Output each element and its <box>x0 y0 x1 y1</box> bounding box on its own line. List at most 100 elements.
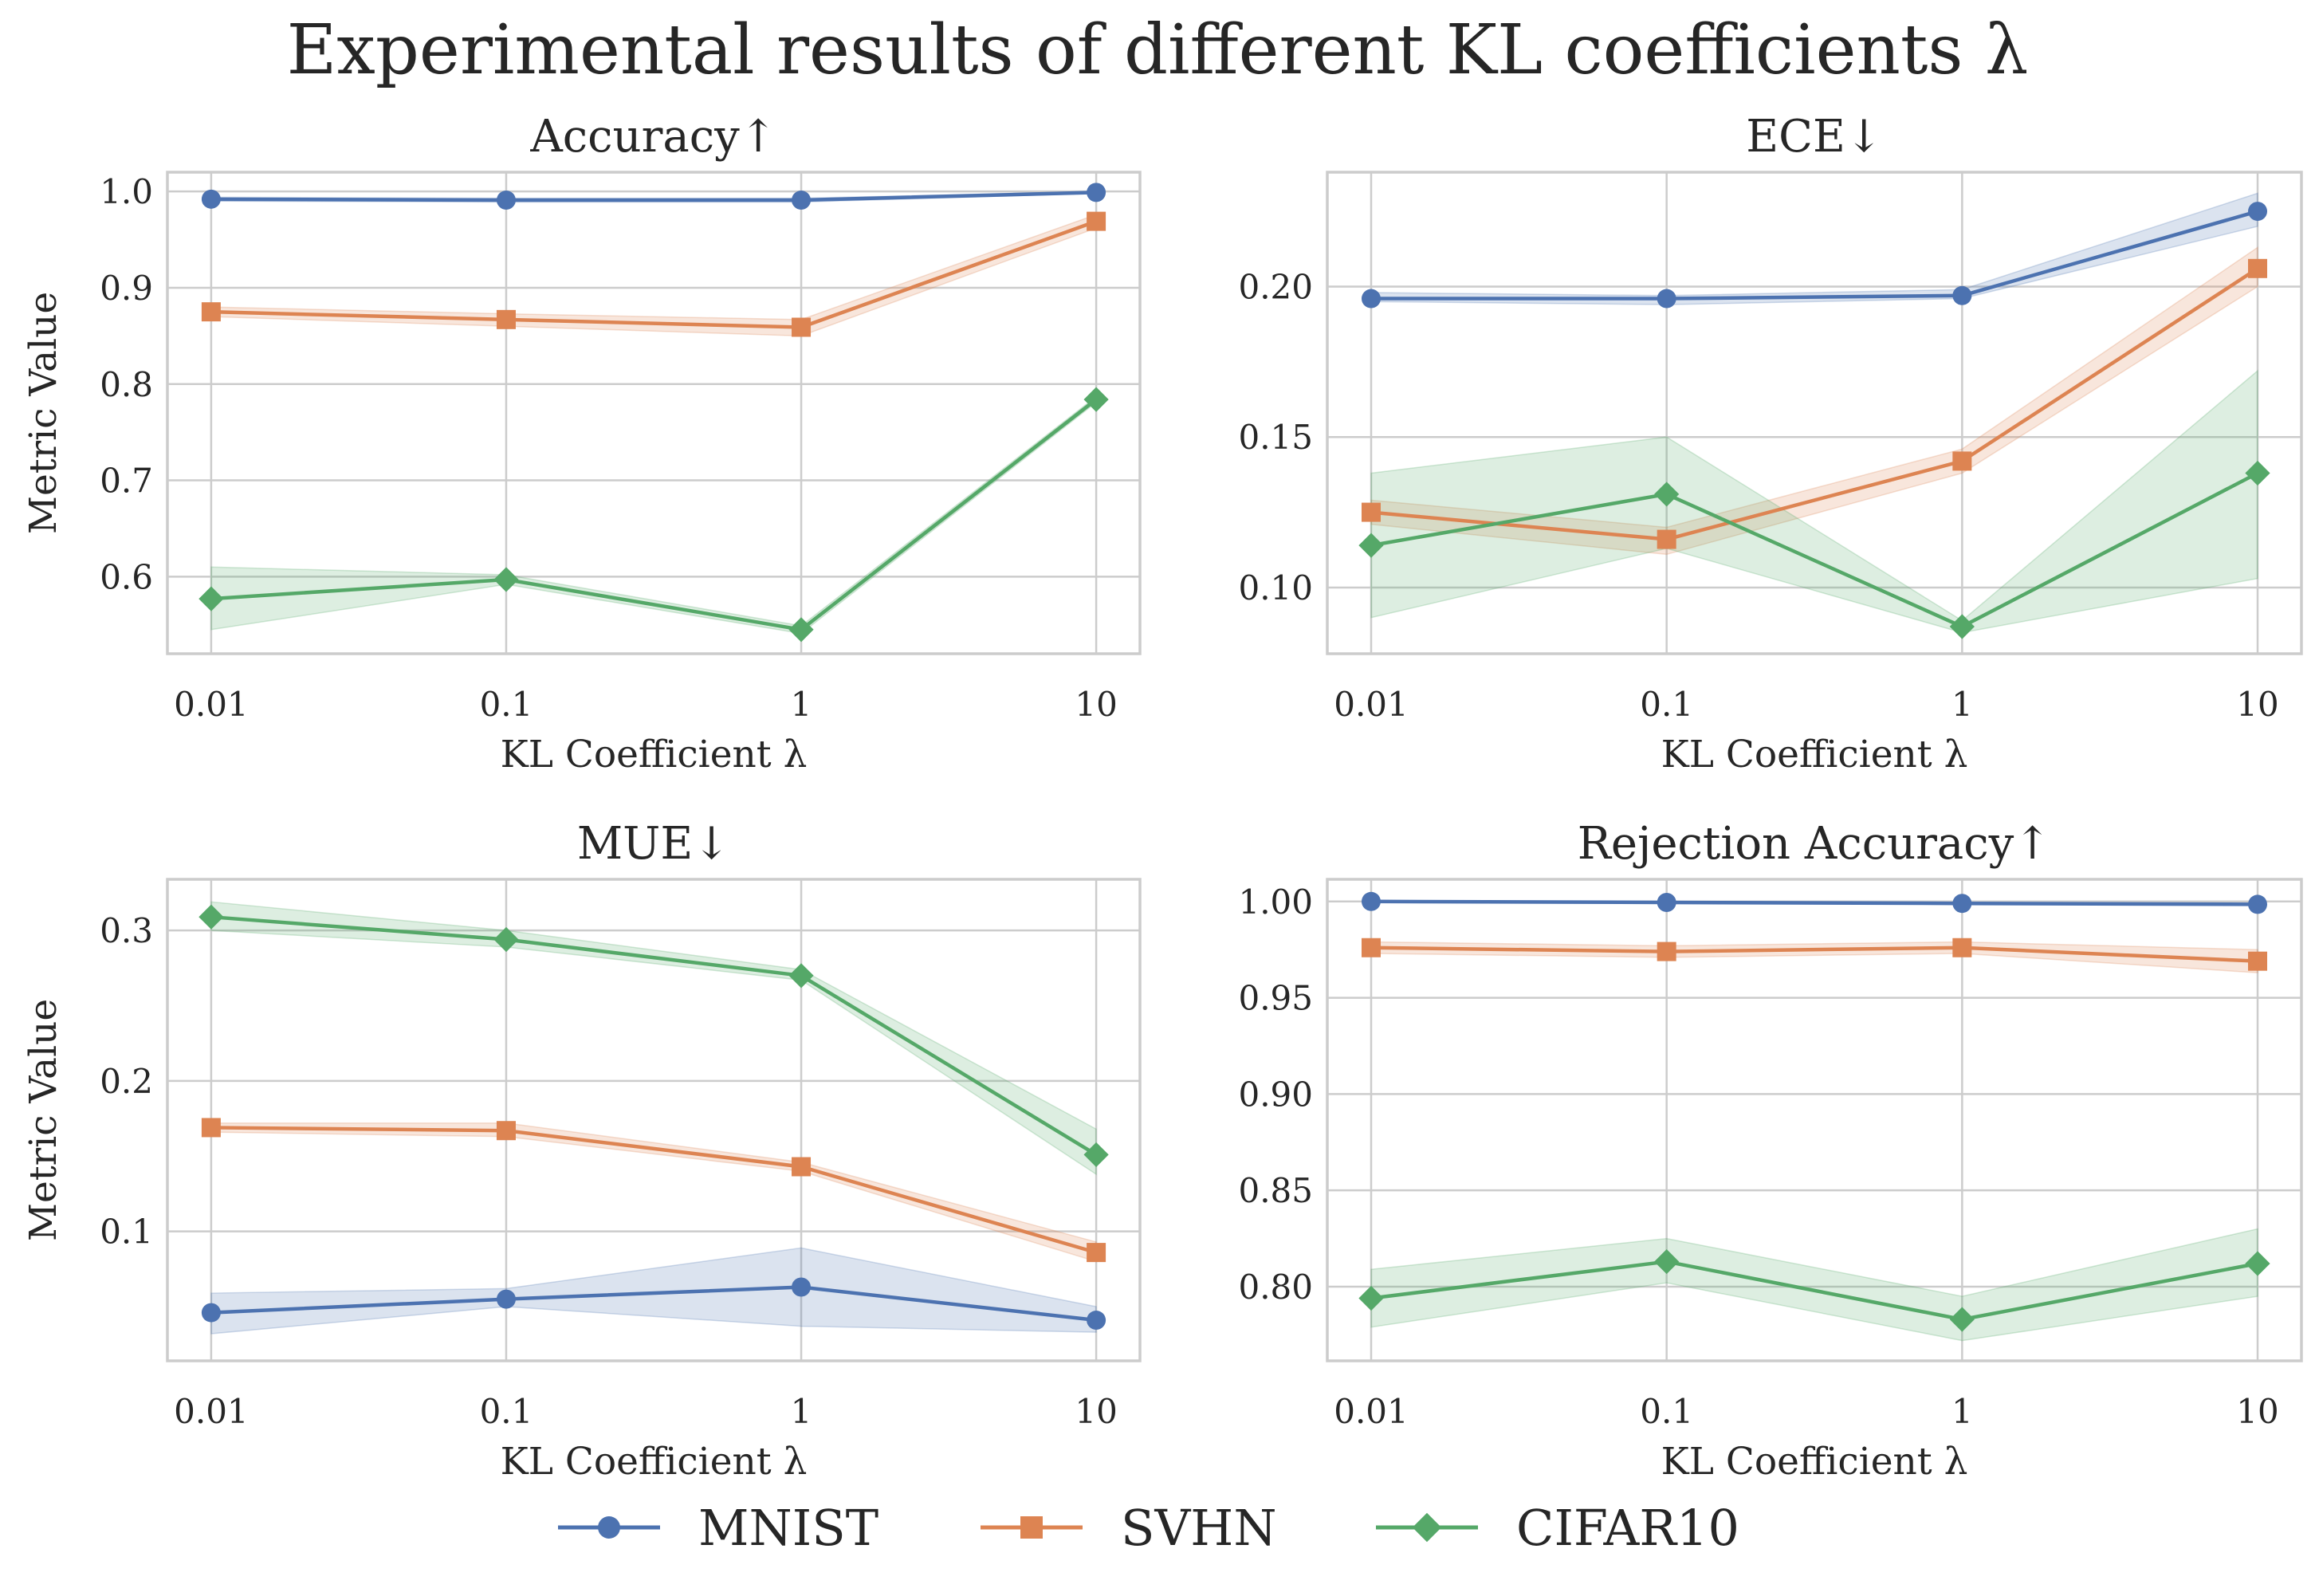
line-cifar10 <box>210 914 1098 1157</box>
line-svhn <box>1370 266 2259 541</box>
point-mnist <box>1952 285 1972 305</box>
x-tick-label: 10 <box>2236 1392 2278 1431</box>
plot-area <box>167 172 1140 654</box>
figure-title: Experimental results of different KL coe… <box>287 10 2029 90</box>
line-svhn <box>210 219 1097 329</box>
subplot-rejection-accuracy: 0.80 0.85 0.90 0.95 1.00 0.01 0.1 1 10 KL Coeffic… <box>1238 818 2303 1484</box>
point-cifar10 <box>1083 1142 1109 1168</box>
plot-frame <box>166 171 1142 655</box>
point-svhn <box>1952 451 1972 471</box>
point-svhn <box>496 309 516 329</box>
point-cifar10 <box>788 963 814 989</box>
y-axis-label: Metric Value <box>22 999 65 1241</box>
plot-area <box>1327 172 2301 654</box>
x-axis-label: KL Coefficient λ <box>1661 733 1968 776</box>
point-cifar10 <box>2245 1251 2270 1276</box>
line-cifar10 <box>1370 1260 2258 1322</box>
y-tick-label: 0.1 <box>100 1213 153 1252</box>
x-tick-label: 1 <box>1951 1392 1973 1431</box>
line-cifar10 <box>210 398 1098 632</box>
x-tick-label: 1 <box>1951 685 1973 724</box>
point-svhn <box>1087 211 1106 231</box>
point-cifar10 <box>493 567 519 592</box>
point-svhn <box>2248 951 2268 971</box>
point-cifar10 <box>1358 533 1384 558</box>
point-cifar10 <box>1949 614 1975 639</box>
point-svhn <box>792 317 812 337</box>
point-cifar10 <box>1358 1285 1384 1311</box>
point-cifar10 <box>788 617 814 643</box>
y-tick-label: 0.80 <box>1238 1268 1313 1307</box>
point-mnist <box>1087 183 1106 202</box>
y-tick-label: 0.6 <box>100 557 153 596</box>
point-svhn <box>1952 938 1972 957</box>
x-tick-label: 10 <box>1075 1392 1117 1431</box>
point-mnist <box>1361 289 1381 309</box>
line-mnist <box>1370 899 2258 906</box>
point-cifar10 <box>1949 1307 1975 1332</box>
point-svhn <box>1087 1243 1106 1263</box>
subplot-mue: 0.1 0.2 0.3 0.01 0.1 1 10 KL Coefficient λ Metri… <box>22 818 1142 1484</box>
legend: MNIST SVHN CIFAR10 <box>558 1499 1739 1557</box>
point-cifar10 <box>2245 460 2270 486</box>
point-mnist <box>496 1289 516 1309</box>
legend-label: SVHN <box>1121 1499 1277 1557</box>
point-svhn <box>2248 258 2268 278</box>
subplot-grid: 0.6 0.7 0.8 0.9 1.0 0.01 0.1 1 10 KL Coefficient … <box>22 111 2303 1484</box>
band-mnist <box>1370 192 2258 305</box>
legend-marker-circle <box>598 1516 620 1539</box>
y-tick-label: 0.9 <box>100 269 153 308</box>
point-mnist <box>792 1277 812 1297</box>
line-svhn <box>210 1126 1097 1255</box>
line-cifar10 <box>1370 471 2259 629</box>
point-cifar10 <box>198 586 224 611</box>
y-tick-label: 1.0 <box>100 172 153 211</box>
y-axis-label: Metric Value <box>22 292 65 534</box>
line-mnist <box>210 1285 1097 1323</box>
subplot-title: Accuracy↑ <box>529 111 776 163</box>
subplot-title: Rejection Accuracy↑ <box>1578 818 2051 870</box>
point-mnist <box>2248 894 2268 914</box>
point-cifar10 <box>1654 482 1680 507</box>
x-axis-label: KL Coefficient λ <box>501 733 808 776</box>
band-cifar10 <box>1370 369 2258 634</box>
y-tick-label: 0.85 <box>1238 1171 1313 1210</box>
x-tick-label: 1 <box>791 1392 812 1431</box>
point-svhn <box>1657 529 1676 549</box>
x-tick-label: 0.1 <box>480 1392 533 1431</box>
legend-label: CIFAR10 <box>1516 1499 1739 1557</box>
band-svhn <box>1370 246 2258 556</box>
x-tick-label: 10 <box>1075 685 1117 724</box>
band-cifar10 <box>1370 1228 2258 1342</box>
x-tick-label: 10 <box>2236 685 2278 724</box>
y-tick-label: 0.20 <box>1238 267 1313 306</box>
legend-marker-diamond <box>1412 1512 1442 1543</box>
point-mnist <box>201 189 221 209</box>
legend-item-svhn: SVHN <box>981 1499 1277 1557</box>
point-cifar10 <box>1083 387 1109 412</box>
point-mnist <box>1087 1311 1106 1331</box>
x-tick-label: 0.1 <box>1640 1392 1693 1431</box>
line-mnist <box>210 191 1097 202</box>
point-mnist <box>792 191 812 210</box>
plot-frame <box>166 878 1142 1362</box>
point-cifar10 <box>493 926 519 953</box>
point-svhn <box>496 1121 516 1141</box>
plot-frame <box>1326 171 2303 655</box>
x-axis-label: KL Coefficient λ <box>501 1440 808 1484</box>
x-tick-label: 0.01 <box>1334 1392 1409 1431</box>
x-tick-label: 0.1 <box>1640 685 1693 724</box>
y-tick-label: 0.10 <box>1238 568 1313 607</box>
legend-item-cifar10: CIFAR10 <box>1376 1499 1739 1557</box>
y-tick-label: 0.2 <box>100 1062 153 1101</box>
subplot-title: ECE↓ <box>1746 111 1883 163</box>
subplot-title: MUE↓ <box>577 818 730 870</box>
line-mnist <box>1370 209 2258 301</box>
point-mnist <box>201 1303 221 1323</box>
point-svhn <box>792 1157 812 1177</box>
point-mnist <box>1657 892 1676 912</box>
plot-frame <box>1326 878 2303 1362</box>
subplot-accuracy: 0.6 0.7 0.8 0.9 1.0 0.01 0.1 1 10 KL Coefficient … <box>22 111 1142 776</box>
point-svhn <box>201 302 221 322</box>
